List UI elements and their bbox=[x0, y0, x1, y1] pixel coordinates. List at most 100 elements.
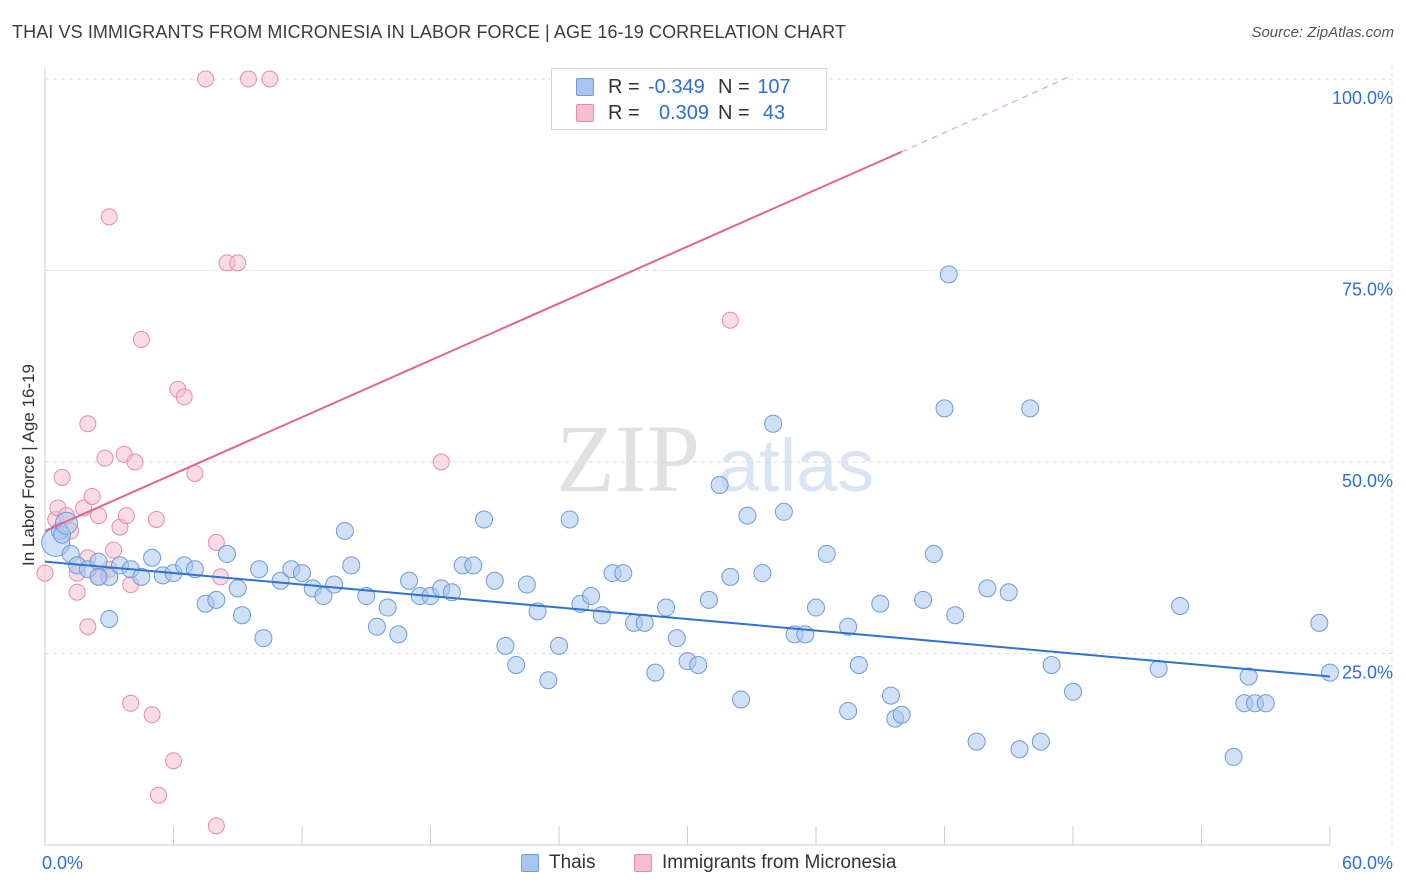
data-point-thais bbox=[528, 602, 547, 621]
legend-n-value: 107 bbox=[757, 75, 791, 98]
correlation-legend: R = -0.349 N = 107 R = 0.309 N = 43 bbox=[551, 68, 827, 130]
data-point-thais bbox=[881, 686, 900, 705]
data-point-thais bbox=[753, 564, 772, 583]
data-point-thais bbox=[807, 598, 825, 617]
y-tick-label: 75.0% bbox=[1342, 280, 1393, 300]
data-point-thais bbox=[254, 629, 273, 648]
bottom-swatch-micronesia bbox=[634, 854, 652, 872]
data-point-thais bbox=[54, 511, 78, 535]
data-point-thais bbox=[978, 579, 997, 598]
bottom-legend-micronesia-label: Immigrants from Micronesia bbox=[662, 852, 897, 873]
trend-line-thais bbox=[44, 560, 1331, 678]
data-point-thais bbox=[892, 705, 911, 724]
data-point-thais bbox=[250, 560, 269, 579]
data-point-thais bbox=[1310, 613, 1329, 632]
data-point-thais bbox=[271, 571, 290, 590]
data-point-thais bbox=[218, 544, 237, 563]
data-point-thais bbox=[839, 701, 858, 720]
data-point-micronesia bbox=[122, 694, 140, 712]
data-point-thais bbox=[207, 590, 226, 609]
legend-r-value: 0.309 bbox=[659, 101, 710, 124]
bottom-legend-thais: Thais bbox=[521, 852, 595, 874]
data-point-thais bbox=[999, 583, 1018, 602]
data-point-thais bbox=[1042, 655, 1061, 674]
legend-swatch-micronesia bbox=[576, 104, 594, 122]
data-point-thais bbox=[1010, 740, 1029, 759]
data-point-thais bbox=[293, 564, 311, 583]
data-point-thais bbox=[560, 510, 579, 529]
data-point-thais bbox=[325, 575, 344, 594]
x-tick-label: 0.0% bbox=[42, 853, 83, 873]
data-point-thais bbox=[939, 265, 958, 284]
data-point-thais bbox=[389, 625, 408, 644]
data-point-thais bbox=[732, 690, 751, 709]
data-point-thais bbox=[143, 548, 162, 567]
data-point-thais bbox=[1239, 667, 1258, 686]
data-point-thais bbox=[233, 606, 252, 625]
data-point-thais bbox=[1031, 732, 1050, 751]
y-axis-label: In Labor Force | Age 16-19 bbox=[19, 364, 38, 566]
data-point-thais bbox=[89, 567, 108, 586]
data-point-thais bbox=[721, 567, 740, 586]
data-point-thais bbox=[100, 610, 119, 629]
data-point-thais bbox=[871, 594, 890, 613]
data-point-micronesia bbox=[721, 311, 739, 329]
data-point-thais bbox=[914, 590, 933, 609]
data-point-micronesia bbox=[175, 388, 193, 406]
legend-n-label: N = bbox=[718, 101, 750, 124]
data-point-micronesia bbox=[96, 449, 114, 467]
data-point-micronesia bbox=[100, 208, 118, 226]
legend-r-label: R = bbox=[608, 101, 640, 124]
data-point-thais bbox=[817, 544, 836, 563]
y-tick-label: 100.0% bbox=[1332, 88, 1393, 108]
y-tick-label: 25.0% bbox=[1342, 663, 1393, 683]
trend-lines bbox=[44, 74, 1331, 678]
data-point-thais bbox=[764, 414, 783, 433]
data-point-thais bbox=[464, 556, 483, 575]
data-point-thais bbox=[1171, 597, 1190, 616]
data-point-thais bbox=[378, 598, 397, 617]
data-point-micronesia bbox=[53, 468, 71, 486]
data-point-thais bbox=[496, 636, 515, 655]
data-point-micronesia bbox=[147, 510, 165, 528]
data-point-micronesia bbox=[165, 752, 182, 770]
axes bbox=[44, 68, 1331, 846]
data-point-micronesia bbox=[239, 70, 257, 88]
data-point-thais bbox=[657, 598, 676, 617]
watermark-atlas: atlas bbox=[718, 424, 874, 507]
data-point-thais bbox=[774, 502, 793, 521]
data-point-thais bbox=[442, 583, 461, 602]
data-point-thais bbox=[839, 617, 858, 636]
data-point-micronesia bbox=[105, 541, 123, 559]
data-point-thais bbox=[507, 655, 526, 674]
data-point-micronesia bbox=[207, 533, 225, 551]
data-point-thais bbox=[710, 475, 729, 494]
y-tick-label: 50.0% bbox=[1342, 471, 1393, 491]
data-point-micronesia bbox=[132, 330, 150, 348]
data-point-thais bbox=[400, 571, 419, 590]
data-point-micronesia bbox=[126, 453, 144, 471]
series-thais-points bbox=[41, 265, 1339, 766]
data-point-thais bbox=[475, 510, 494, 529]
data-point-micronesia bbox=[432, 453, 450, 471]
legend-row-micronesia: R = 0.309 N = 43 bbox=[576, 100, 794, 126]
data-point-thais bbox=[667, 629, 686, 648]
data-point-micronesia bbox=[36, 564, 54, 582]
data-point-micronesia bbox=[79, 415, 97, 433]
data-point-thais bbox=[1224, 747, 1243, 766]
data-point-thais bbox=[550, 636, 568, 655]
trend-line-micronesia-extension bbox=[901, 74, 1074, 153]
data-point-thais bbox=[357, 587, 376, 606]
data-point-thais bbox=[314, 587, 333, 606]
legend-n-label: N = bbox=[718, 75, 750, 98]
data-point-thais bbox=[582, 587, 601, 606]
data-point-thais bbox=[485, 571, 504, 590]
data-point-thais bbox=[924, 544, 943, 563]
data-point-thais bbox=[228, 579, 247, 598]
watermark: ZIP atlas bbox=[556, 405, 874, 512]
legend-swatch-thais bbox=[576, 78, 594, 96]
bottom-legend-micronesia: Immigrants from Micronesia bbox=[634, 852, 896, 874]
data-point-thais bbox=[946, 606, 965, 625]
data-point-thais bbox=[967, 732, 986, 751]
